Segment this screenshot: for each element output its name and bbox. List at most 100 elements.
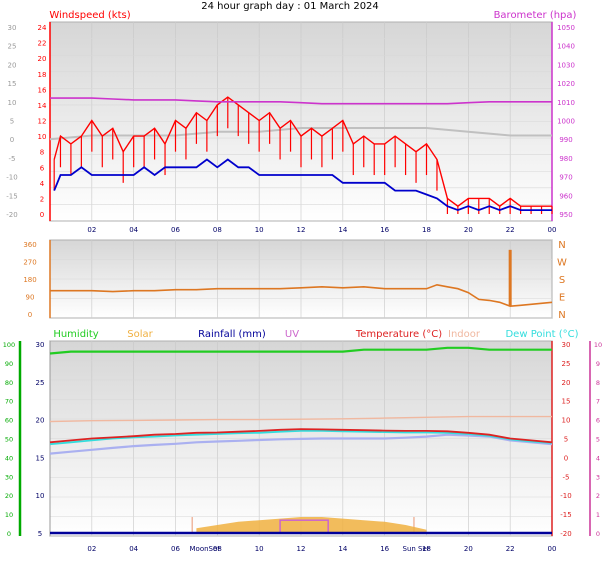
barometer-series-line [50, 97, 552, 105]
uv-far-right-tick-label: 4 [596, 454, 600, 462]
inner-left-tick-label: 30 [36, 341, 45, 349]
temperature-right-tick-label: -10 [560, 492, 571, 500]
apparent-temperature-series-line [49, 433, 553, 455]
baro-far-left-tick-label: 0 [10, 136, 14, 144]
temperature-x-tick-label: 06 [171, 545, 180, 553]
wind-left-tick-label: 22 [38, 40, 47, 48]
wind-left-tick-label: 18 [38, 71, 47, 79]
inner-left-tick-label: 15 [36, 454, 45, 462]
uv-far-right-tick-label: 9 [596, 360, 600, 368]
wind-x-tick-label: 10 [255, 226, 264, 234]
wind-axis-title: Windspeed (kts) [49, 10, 130, 21]
legend-entry: Rainfall (mm) [198, 329, 266, 340]
humidity-left-tick-label: 50 [5, 436, 13, 444]
inner-left-tick-label: 25 [36, 379, 45, 387]
legend-entry: Dew Point (°C) [505, 329, 578, 340]
sunset-label: Sun Set [403, 545, 430, 553]
humidity-left-tick-label: 90 [5, 360, 13, 368]
direction-left-tick-label: 180 [23, 276, 36, 284]
baro-right-tick-label: 990 [559, 136, 572, 144]
uv-far-right-tick-label: 1 [596, 511, 600, 519]
wind-left-tick-label: 4 [40, 180, 45, 188]
humidity-left-tick-label: 60 [5, 417, 13, 425]
wind-x-tick-label: 02 [87, 226, 96, 234]
direction-right-tick-label: N [558, 240, 565, 251]
inner-left-tick-label: 10 [36, 492, 45, 500]
baro-right-tick-label: 980 [559, 155, 572, 163]
uv-far-right-tick-label: 8 [596, 379, 600, 387]
wind-left-tick-label: 12 [38, 118, 47, 126]
wind-x-tick-label: 20 [464, 226, 473, 234]
wind-x-tick-label: 12 [297, 226, 306, 234]
wind-x-tick-label: 08 [213, 226, 222, 234]
temperature-x-tick-label: 22 [506, 545, 515, 553]
baro-right-tick-label: 1020 [557, 80, 575, 88]
temperature-right-tick-label: -15 [560, 511, 571, 519]
wind-x-tick-label: 16 [380, 226, 389, 234]
moonset-label: MoonSet [190, 545, 221, 553]
dew-point-series-line [49, 429, 553, 446]
uv-far-right-tick-label: 0 [596, 530, 600, 538]
legend-entry: Indoor [448, 329, 481, 340]
baro-right-tick-label: 960 [559, 192, 572, 200]
wind-average-series-line [53, 158, 552, 212]
wind-x-tick-label: 14 [338, 226, 347, 234]
humidity-left-tick-label: 10 [5, 511, 13, 519]
humidity-left-tick-label: 80 [5, 379, 13, 387]
baro-far-left-tick-label: 30 [8, 24, 17, 32]
wind-left-tick-label: 16 [38, 86, 47, 94]
baro-far-left-tick-label: -5 [9, 155, 16, 163]
inner-left-tick-label: 5 [38, 530, 42, 538]
temperature-right-tick-label: 15 [562, 398, 571, 406]
wind-left-tick-label: 6 [40, 164, 45, 172]
temperature-x-tick-label: 20 [464, 545, 473, 553]
baro-right-tick-label: 1030 [557, 61, 575, 69]
temperature-x-tick-label: 00 [548, 545, 557, 553]
temperature-right-tick-label: 30 [562, 341, 571, 349]
baro-far-left-tick-label: -20 [6, 211, 17, 219]
temperature-x-tick-label: 10 [255, 545, 264, 553]
uv-far-right-tick-label: 3 [596, 473, 600, 481]
baro-far-left-tick-label: 25 [8, 43, 17, 51]
baro-far-left-tick-label: 20 [8, 61, 17, 69]
legend-entry: Temperature (°C) [355, 329, 442, 340]
baro-right-tick-label: 950 [559, 211, 572, 219]
uv-far-right-tick-label: 10 [594, 341, 602, 349]
temperature-x-tick-label: 14 [338, 545, 347, 553]
solar-series-area [196, 517, 427, 533]
temperature-right-tick-label: 5 [564, 436, 568, 444]
temperature-series-line [49, 428, 553, 444]
wind-direction-series-line [50, 283, 553, 308]
legend-entry: Humidity [53, 329, 98, 340]
baro-axis-title: Barometer (hpa) [494, 10, 577, 21]
wind-x-tick-label: 22 [506, 226, 515, 234]
direction-left-tick-label: 90 [26, 294, 35, 302]
legend-entry: UV [285, 329, 299, 340]
wind-left-tick-label: 24 [38, 24, 47, 32]
uv-far-right-tick-label: 5 [596, 436, 600, 444]
humidity-left-tick-label: 20 [5, 492, 13, 500]
indoor-series-line [49, 415, 552, 423]
temperature-x-tick-label: 18 [422, 545, 431, 553]
wind-x-tick-label: 04 [129, 226, 138, 234]
temperature-x-tick-label: 12 [297, 545, 306, 553]
baro-far-left-tick-label: 10 [8, 99, 17, 107]
direction-right-tick-label: W [557, 258, 567, 269]
temperature-x-tick-label: 16 [380, 545, 389, 553]
wind-left-tick-label: 8 [40, 149, 44, 157]
direction-spike-bar [508, 249, 512, 307]
temperature-right-tick-label: 20 [562, 379, 571, 387]
baro-right-tick-label: 970 [559, 174, 572, 182]
uv-far-right-tick-label: 7 [596, 398, 600, 406]
temperature-x-tick-label: 04 [129, 545, 138, 553]
uv-far-right-tick-label: 2 [596, 492, 600, 500]
temperature-x-tick-label: 02 [87, 545, 96, 553]
wind-x-tick-label: 00 [548, 226, 557, 234]
baro-far-left-tick-label: 15 [8, 80, 17, 88]
baro-right-tick-label: 1010 [557, 99, 575, 107]
temperature-right-tick-label: -20 [560, 530, 571, 538]
baro-far-left-tick-label: -15 [6, 192, 17, 200]
wind-left-tick-label: 10 [38, 133, 47, 141]
humidity-left-tick-label: 100 [3, 341, 15, 349]
